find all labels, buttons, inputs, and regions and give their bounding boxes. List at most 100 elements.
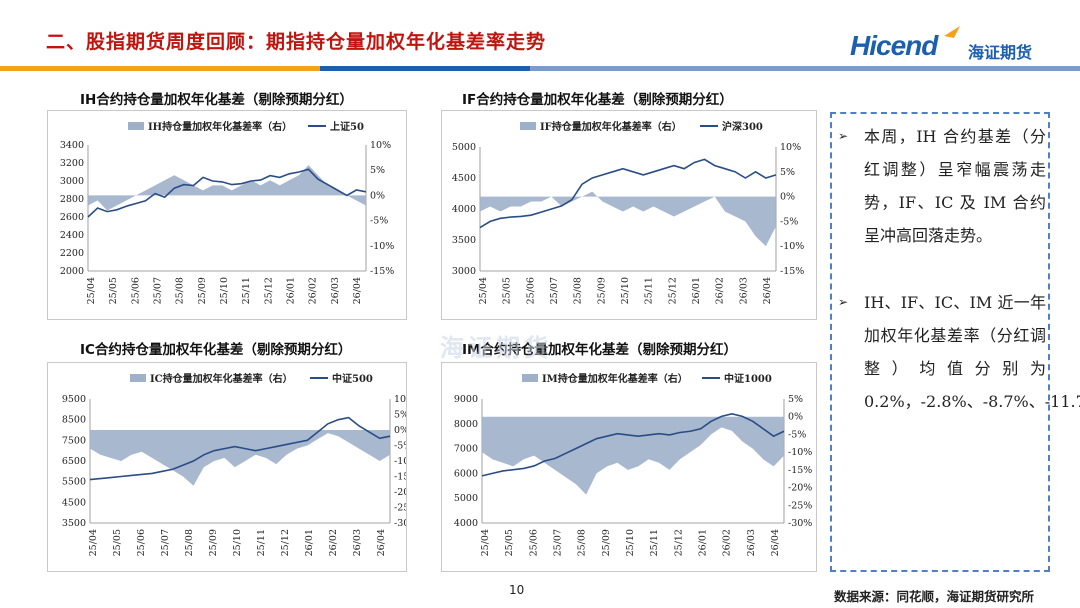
x-tick-label: 25/08: [175, 277, 186, 304]
data-source: 数据来源：同花顺，海证期货研究所: [834, 589, 1035, 604]
x-tick-label: 26/02: [328, 529, 339, 556]
right-tick-label: -5%: [370, 216, 388, 227]
legend-swatch-basis: [522, 374, 538, 382]
x-tick-label: 25/06: [528, 529, 539, 556]
page-title: 二、股指期货周度回顾：期指持仓量加权年化基差率走势: [46, 31, 547, 53]
left-tick-label: 9500: [62, 394, 86, 405]
right-tick-label: 0%: [394, 425, 406, 436]
logo-text-cn: 海证期货: [968, 43, 1033, 62]
right-tick-label: 10%: [780, 142, 801, 153]
right-tick-label: -15%: [788, 465, 812, 476]
x-tick-label: 26/03: [330, 277, 341, 304]
right-tick-label: 0%: [370, 190, 385, 201]
right-tick-label: -5%: [788, 429, 806, 440]
right-tick-label: -30%: [788, 518, 812, 529]
x-tick-label: 26/04: [770, 529, 781, 556]
legend-label-basis: IF持仓量加权年化基差率（右）: [540, 120, 682, 133]
legend-label-index: 中证1000: [724, 372, 772, 385]
right-tick-label: -20%: [788, 483, 812, 494]
commentary-text-1: 本周，IH 合约基差（分红调整）呈窄幅震荡走势，IF、IC 及 IM 合约呈冲高…: [864, 127, 1046, 245]
x-tick-label: 25/06: [136, 529, 147, 556]
x-tick-label: 25/11: [649, 529, 660, 556]
left-tick-label: 5500: [62, 477, 86, 488]
x-tick-label: 25/07: [160, 529, 171, 556]
x-tick-label: 26/03: [352, 529, 363, 556]
arrow-bullet-icon: ➢: [838, 129, 849, 143]
x-tick-label: 25/04: [478, 277, 489, 304]
x-tick-label: 26/04: [376, 529, 387, 556]
right-tick-label: -25%: [394, 503, 406, 514]
x-tick-label: 26/01: [304, 529, 315, 556]
commentary-box: ➢ 本周，IH 合约基差（分红调整）呈窄幅震荡走势，IF、IC 及 IM 合约呈…: [830, 112, 1080, 572]
left-tick-label: 6000: [454, 468, 478, 479]
x-tick-label: 25/12: [280, 529, 291, 556]
legend-label-basis: IH持仓量加权年化基差率（右）: [148, 120, 292, 133]
left-tick-label: 2600: [60, 212, 84, 223]
left-tick-label: 7000: [454, 444, 478, 455]
right-tick-label: -30%: [394, 518, 406, 529]
right-tick-label: 0%: [788, 412, 803, 423]
x-tick-label: 25/05: [504, 529, 515, 556]
x-tick-label: 25/07: [153, 277, 164, 304]
right-tick-label: 5%: [788, 394, 803, 405]
left-tick-label: 4500: [62, 497, 86, 508]
chart-if: IF持仓量加权年化基差率（右） 沪深300 3000 3500 4000 4500 5000…: [452, 120, 805, 304]
x-tick-label: 26/02: [308, 277, 319, 304]
legend-swatch-basis: [130, 374, 146, 382]
left-tick-label: 5000: [452, 142, 476, 153]
x-tick-label: 25/08: [577, 529, 588, 556]
right-tick-label: -10%: [394, 456, 406, 467]
chart-title-ic: IC合约持仓量加权年化基差（剔除预期分红）: [80, 342, 352, 358]
chart-title-im: IM合约持仓量加权年化基差（剔除预期分红）: [462, 342, 737, 358]
right-tick-label: -25%: [788, 500, 812, 511]
right-tick-label: -10%: [788, 447, 812, 458]
right-tick-label: -10%: [370, 241, 394, 252]
company-logo: Hicend 海证期货: [850, 26, 1050, 70]
x-tick-label: 25/12: [263, 277, 274, 304]
left-tick-label: 6500: [62, 456, 86, 467]
basis-area: [88, 165, 366, 211]
x-tick-label: 26/04: [762, 277, 773, 304]
chart-ih: IH持仓量加权年化基差率（右） 上证50 2000 2200 2400 2600 2800 3…: [60, 120, 395, 304]
index-line: [87, 168, 367, 218]
left-tick-label: 3500: [62, 518, 86, 529]
header-band-lightblue: [530, 66, 1080, 71]
right-tick-label: 5%: [780, 167, 795, 178]
right-tick-label: 10%: [394, 394, 406, 405]
x-tick-label: 26/03: [738, 277, 749, 304]
watermark: 海证期货: [440, 334, 552, 362]
basis-area: [480, 191, 776, 247]
commentary-bullet-2: ➢ IH、IF、IC、IM 近一年加权年化基差率（分红调整）均值分别为 0.2%…: [838, 286, 1080, 456]
left-tick-label: 8500: [62, 415, 86, 426]
left-tick-label: 3200: [60, 158, 84, 169]
x-tick-label: 25/09: [596, 277, 607, 304]
left-tick-label: 4500: [452, 173, 476, 184]
index-line: [89, 416, 391, 481]
left-tick-label: 2000: [60, 266, 84, 277]
x-tick-label: 25/08: [184, 529, 195, 556]
legend-label-index: 沪深300: [722, 120, 763, 133]
left-tick-label: 9000: [454, 394, 478, 405]
right-tick-label: 0%: [780, 192, 795, 203]
x-tick-label: 25/10: [620, 277, 631, 304]
x-tick-label: 25/09: [601, 529, 612, 556]
x-tick-label: 25/05: [502, 277, 513, 304]
x-tick-label: 25/08: [573, 277, 584, 304]
left-tick-label: 7500: [62, 435, 86, 446]
left-tick-label: 3000: [60, 176, 84, 187]
x-tick-label: 25/10: [625, 529, 636, 556]
right-tick-label: -5%: [780, 216, 798, 227]
x-tick-label: 26/04: [352, 277, 363, 304]
basis-area: [90, 430, 390, 486]
x-tick-label: 26/02: [715, 277, 726, 304]
x-tick-label: 25/05: [108, 277, 119, 304]
left-tick-label: 4000: [452, 204, 476, 215]
header-band-orange: [0, 66, 320, 71]
right-tick-label: -10%: [780, 241, 804, 252]
header-band-blue: [320, 66, 530, 71]
right-tick-label: 10%: [370, 140, 391, 151]
left-tick-label: 8000: [454, 419, 478, 430]
logo-mark-icon: [944, 26, 960, 38]
arrow-bullet-icon: ➢: [838, 295, 849, 309]
x-tick-label: 25/04: [88, 529, 99, 556]
